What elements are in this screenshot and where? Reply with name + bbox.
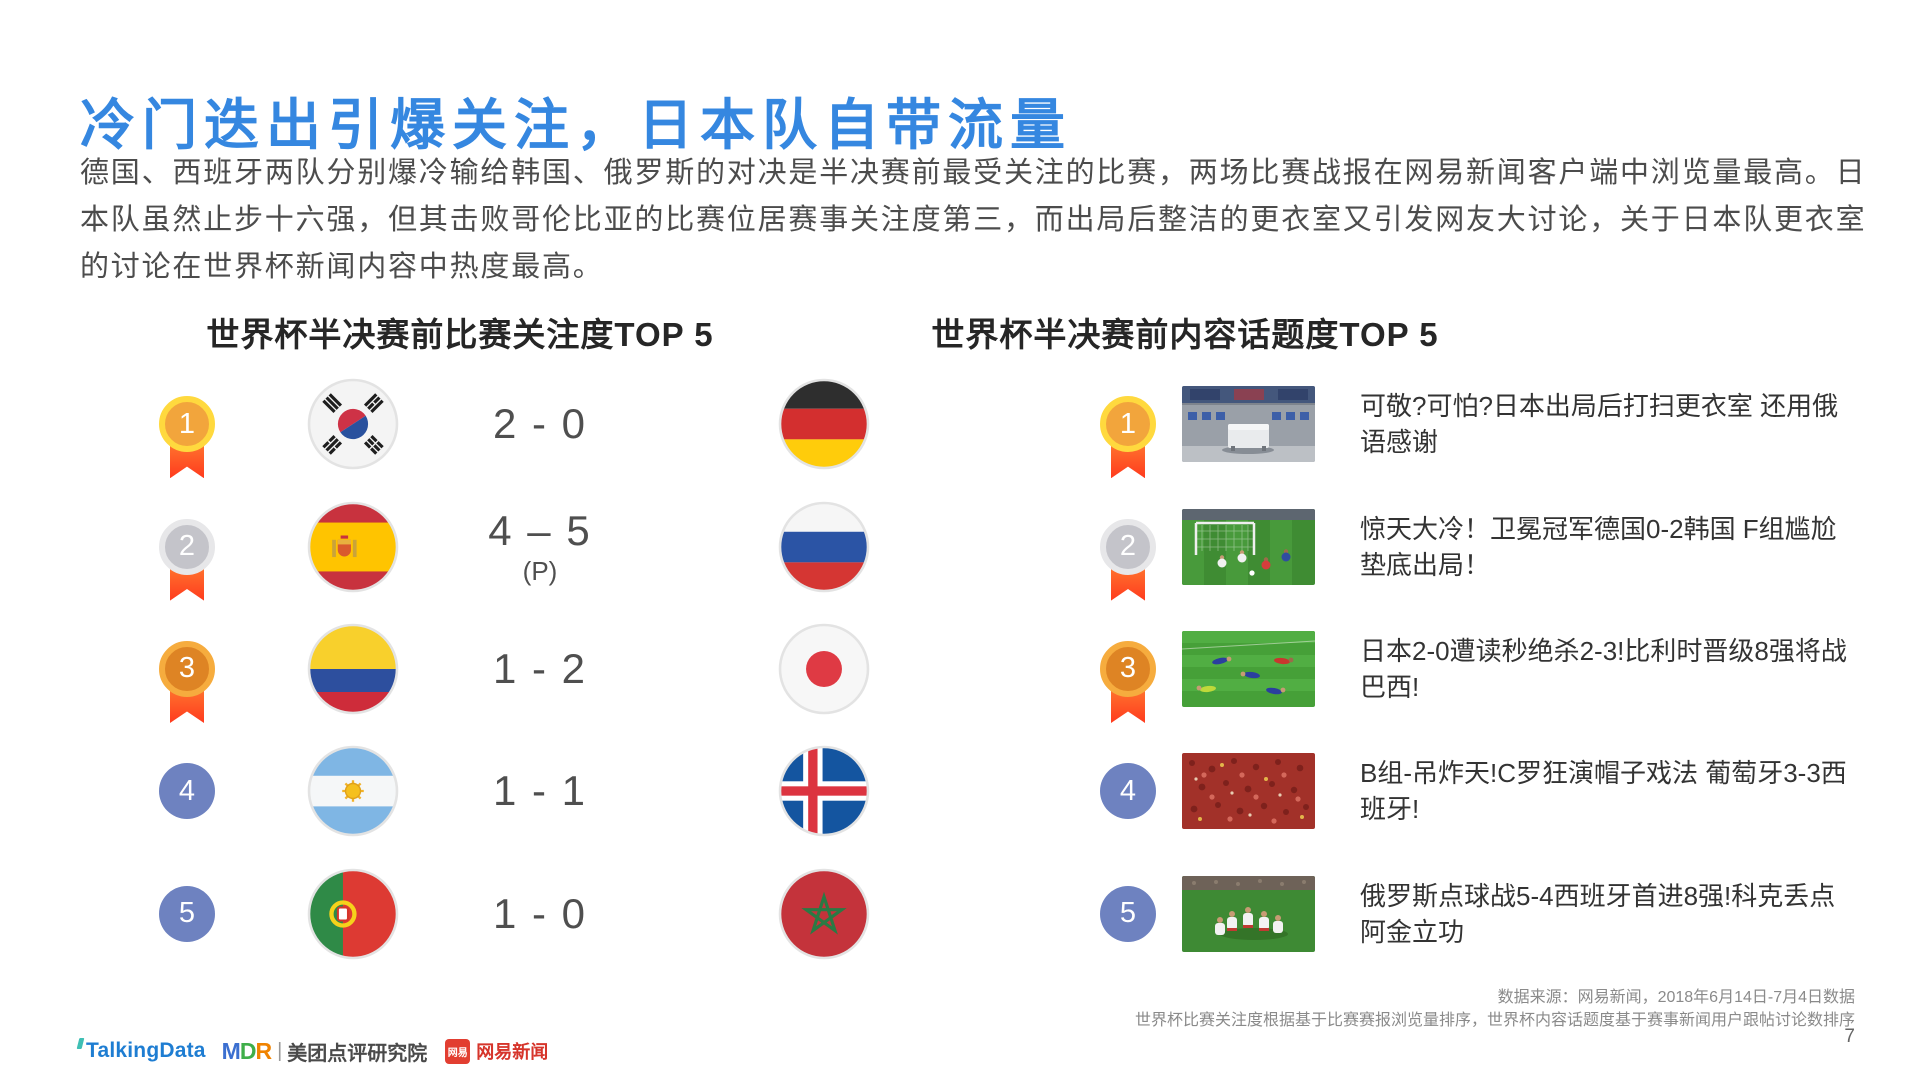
table-row: 3 1 - 2 <box>80 608 980 730</box>
thumbnail-japan-belgium-pitch <box>1181 630 1315 707</box>
flag-colombia-icon <box>307 623 399 715</box>
rank-badge: 5 <box>1100 885 1156 942</box>
rank-number: 3 <box>178 652 196 685</box>
table-row: 5 1 - 0 <box>80 853 980 975</box>
meituan-research-logo: 美团点评研究院 <box>287 1042 428 1065</box>
netease-news-logo: 网易新闻 <box>476 1042 549 1062</box>
thumbnail-japan-locker-room <box>1181 386 1315 463</box>
match-score: 4 – 5 <box>488 506 592 554</box>
table-row: 4 1 - 1 <box>80 730 980 852</box>
flag-spain-icon <box>307 501 399 593</box>
flag-south-korea-icon <box>307 378 399 470</box>
flag-portugal-icon <box>307 868 399 960</box>
match-attention-header: 世界杯半决赛前比赛关注度TOP 5 <box>206 316 714 353</box>
rank-badge: 5 <box>159 885 215 942</box>
list-item: 4 B组-吊炸天!C罗狂演帽子戏法 葡萄牙3-3西班牙! <box>1100 730 1861 852</box>
list-item: 5 俄罗斯点球战5-4西班牙首进8强!科克丢点阿金立功 <box>1100 853 1861 975</box>
gold-medal-icon: 1 <box>159 396 215 479</box>
content-topic-header: 世界杯半决赛前内容话题度TOP 5 <box>931 316 1439 353</box>
news-headline: 俄罗斯点球战5-4西班牙首进8强!科克丢点阿金立功 <box>1360 880 1836 947</box>
rank-number: 1 <box>1119 407 1137 440</box>
netease-app-icon: 网易 <box>445 1038 471 1064</box>
match-score: 1 - 2 <box>492 644 588 692</box>
data-source-note: 数据来源：网易新闻，2018年6月14日-7月4日数据 世界杯比赛关注度根据基于… <box>1135 986 1855 1032</box>
silver-medal-icon: 2 <box>1100 518 1156 601</box>
gold-medal-icon: 1 <box>1100 396 1156 479</box>
data-source-line1: 数据来源：网易新闻，2018年6月14日-7月4日数据 <box>1497 989 1855 1006</box>
list-item: 2 惊天大冷！卫冕冠军德国0-2韩国 F组尴尬垫底出局！ <box>1100 485 1861 607</box>
page-number: 7 <box>1844 1026 1855 1047</box>
table-row: 2 4 – 5 (P) <box>80 485 980 607</box>
table-row: 1 2 - 0 <box>80 363 980 485</box>
rank-number: 1 <box>178 407 196 440</box>
thumbnail-portugal-spain-fans <box>1181 753 1315 830</box>
logo-divider: | <box>277 1039 283 1062</box>
news-headline: 惊天大冷！卫冕冠军德国0-2韩国 F组尴尬垫底出局！ <box>1360 513 1837 580</box>
thumbnail-russia-spain-celebration <box>1181 875 1315 952</box>
list-item: 1 可敬?可怕?日本出局后打扫更衣室 还用俄语感谢 <box>1100 363 1861 485</box>
flag-argentina-icon <box>307 745 399 837</box>
news-headline: 日本2-0遭读秒绝杀2-3!比利时晋级8强将战巴西! <box>1360 635 1847 702</box>
news-headline: B组-吊炸天!C罗狂演帽子戏法 葡萄牙3-3西班牙! <box>1360 758 1847 825</box>
match-score: 1 - 0 <box>492 889 588 937</box>
rank-number: 3 <box>1119 652 1137 685</box>
intro-paragraph: 德国、西班牙两队分别爆冷输给韩国、俄罗斯的对决是半决赛前最受关注的比赛，两场比赛… <box>80 157 1867 283</box>
list-item: 3 日本2-0遭读秒绝杀2-3!比利时晋级8强将战巴西! <box>1100 608 1861 730</box>
penalty-note: (P) <box>522 555 558 586</box>
flag-japan-icon <box>778 623 870 715</box>
news-headline: 可敬?可怕?日本出局后打扫更衣室 还用俄语感谢 <box>1360 391 1839 458</box>
flag-morocco-icon <box>778 868 870 960</box>
talkingdata-logo: TalkingData <box>76 1038 206 1063</box>
match-score: 1 - 1 <box>492 767 588 815</box>
flag-germany-icon <box>778 378 870 470</box>
rank-badge: 4 <box>1100 763 1156 820</box>
rank-number: 2 <box>178 530 196 563</box>
match-attention-list: 1 2 - 0 <box>80 363 980 975</box>
data-source-line2: 世界杯比赛关注度根据基于比赛赛报浏览量排序，世界杯内容话题度基于赛事新闻用户跟帖… <box>1134 1012 1855 1029</box>
rank-badge: 4 <box>159 763 215 820</box>
page-title: 冷门迭出引爆关注，日本队自带流量 <box>80 94 1073 156</box>
content-topic-list: 1 可敬?可怕?日本出局后打扫更衣室 还用俄语感谢 2 <box>1100 363 1861 975</box>
flag-russia-icon <box>778 501 870 593</box>
silver-medal-icon: 2 <box>159 518 215 601</box>
talkingdata-tick-icon <box>76 1038 85 1049</box>
match-score: 2 - 0 <box>492 400 588 448</box>
rank-number: 2 <box>1119 530 1137 563</box>
flag-iceland-icon <box>778 745 870 837</box>
bronze-medal-icon: 3 <box>1100 640 1156 723</box>
bronze-medal-icon: 3 <box>159 640 215 723</box>
thumbnail-germany-korea-goal <box>1181 508 1315 585</box>
